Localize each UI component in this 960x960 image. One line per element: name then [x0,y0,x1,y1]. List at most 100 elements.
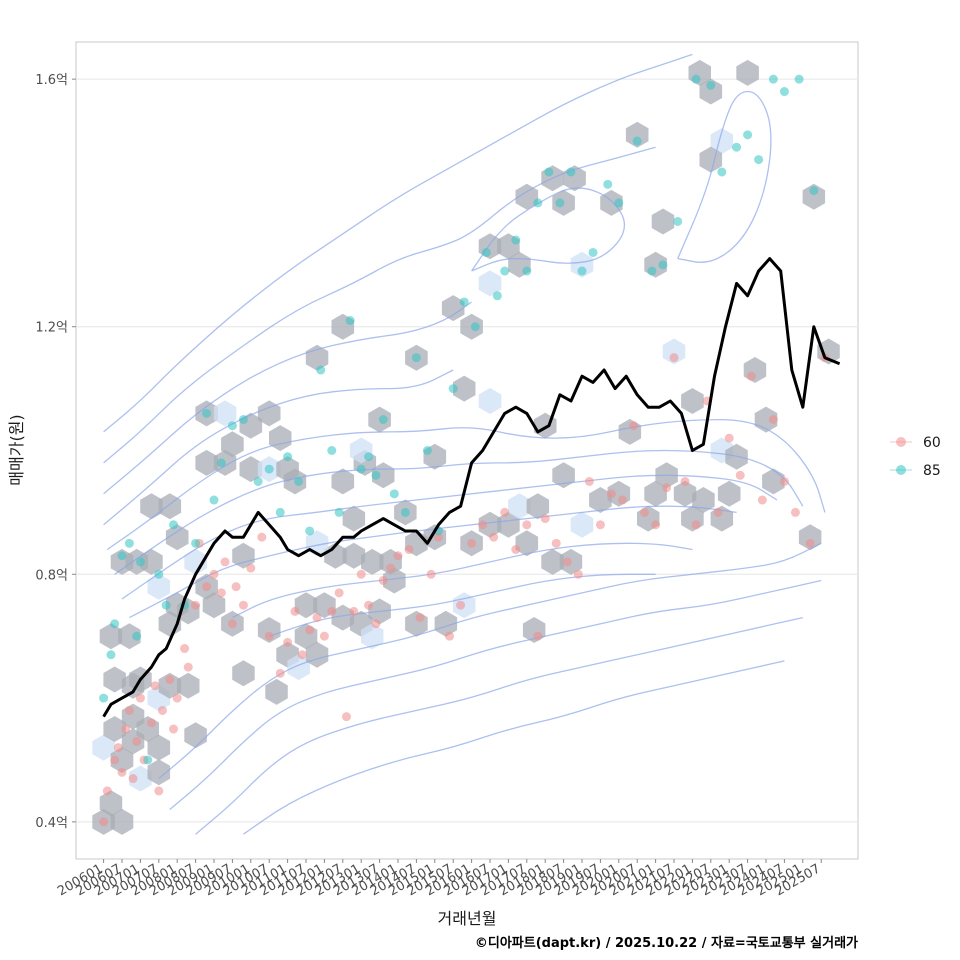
scatter-point-60 [117,767,127,777]
density-contour [471,187,626,272]
scatter-point-60 [132,736,142,746]
scatter-point-60 [183,662,193,672]
hexbin [478,270,502,297]
y-axis-title: 매매가(원) [7,414,26,485]
scatter-point-85 [673,216,683,226]
scatter-point-60 [629,421,639,431]
scatter-point-60 [489,532,499,542]
scatter-point-60 [378,575,388,585]
hexbin [798,524,822,551]
density-contour [195,616,803,835]
scatter-point-60 [349,606,359,616]
scatter-point-85 [768,74,778,84]
scatter-point-60 [169,724,179,734]
legend-label-60: 60 [923,435,941,451]
hexbin [140,493,163,520]
scatter-point-60 [790,507,800,517]
hexbin [673,480,697,507]
legend-key-85-dot [896,465,906,475]
trend-line-layer [102,257,841,718]
scatter-point-85 [743,130,753,140]
hexbin [441,295,465,322]
hexbin [118,623,141,650]
legend-label-85: 85 [923,463,941,479]
density-contour [121,474,778,600]
scatter-point-60 [257,532,267,542]
scatter-point-60 [220,557,230,567]
scatter-point-60 [768,415,778,425]
scatter-point-60 [467,538,477,548]
scatter-point-60 [371,619,381,629]
scatter-point-85 [117,551,127,561]
scatter-point-60 [154,786,164,796]
scatter-point-60 [275,668,285,678]
scatter-point-85 [378,415,388,425]
scatter-point-60 [297,650,307,660]
scatter-point-85 [448,384,458,394]
density-contour [129,505,737,619]
hexbin [265,678,288,705]
hexbin [110,808,134,835]
density-contour [268,573,656,637]
scatter-point-85 [500,266,510,276]
scatter-point-85 [143,755,153,765]
scatter-point-60 [713,507,723,517]
hexbin [662,338,686,365]
scatter-point-60 [172,693,182,703]
scatter-point-85 [614,198,624,208]
scatter-point-85 [275,507,285,517]
scatter-point-85 [555,198,565,208]
scatter-point-85 [209,495,219,505]
scatter-point-85 [400,507,410,517]
hexbin [342,542,366,569]
scatter-point-60 [669,353,679,363]
scatter-point-85 [316,365,326,375]
density-contour [169,579,822,810]
scatter-point-85 [202,408,212,418]
scatter-point-85 [264,464,274,474]
density-contour [158,542,822,779]
hexbin [147,759,171,786]
scatter-point-60 [640,507,650,517]
scatter-point-85 [511,235,521,245]
scatter-point-60 [191,600,201,610]
scatter-point-85 [356,464,366,474]
scatter-point-85 [588,247,598,257]
scatter-point-85 [577,266,587,276]
scatter-point-60 [110,755,120,765]
hexbin [478,511,502,538]
hexbin [361,623,384,650]
scatter-point-85 [294,476,304,486]
hexbin [478,388,502,414]
hexbin [570,511,594,538]
hexbin [110,747,134,773]
scatter-point-85 [238,415,248,425]
hexbin [625,121,649,148]
density-contour [232,542,693,619]
scatter-point-60 [415,613,425,623]
scatter-point-60 [551,538,561,548]
scatter-point-60 [327,606,337,616]
hexbin [103,716,126,742]
scatter-point-60 [606,489,616,499]
hexbin [99,623,123,650]
scatter-point-85 [706,80,716,90]
scatter-point-60 [364,600,374,610]
density-contour [103,301,472,495]
hexbin [644,480,667,507]
hexbin [232,542,255,569]
hexbin [717,480,741,507]
hexbin [361,548,384,575]
y-tick-label: 0.8억 [35,568,68,583]
scatter-point-60 [735,470,745,480]
scatter-point-60 [478,520,488,530]
scatter-point-60 [540,514,550,524]
scatter-point-60 [562,557,572,567]
scatter-point-85 [481,247,491,257]
scatter-point-85 [779,87,789,97]
scatter-point-60 [522,520,532,530]
hexbin [515,530,539,557]
x-axis-ticks: 2006012006072007012007072008012008072009… [55,859,823,899]
hexbin [497,511,520,538]
scatter-point-60 [680,476,690,486]
